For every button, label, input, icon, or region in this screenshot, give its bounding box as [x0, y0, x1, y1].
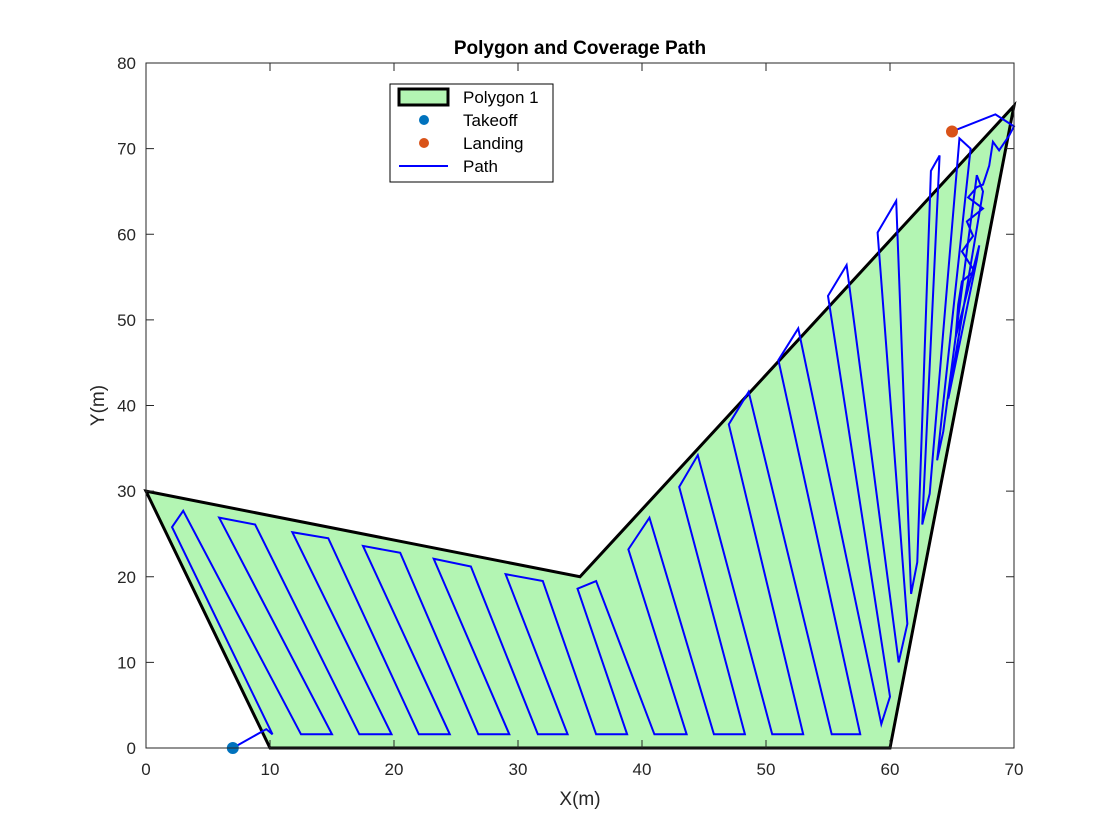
y-tick-label: 80	[117, 54, 136, 73]
x-axis-label: X(m)	[559, 789, 600, 810]
legend-entry: Landing	[419, 134, 524, 153]
y-tick-label: 50	[117, 311, 136, 330]
legend-label: Takeoff	[463, 111, 518, 130]
legend-landing-marker	[419, 138, 429, 148]
legend-label: Polygon 1	[463, 88, 539, 107]
coverage-path-line	[170, 113, 1016, 749]
x-tick-label: 10	[261, 760, 280, 779]
chart-title: Polygon and Coverage Path	[454, 38, 706, 59]
x-tick-label: 20	[385, 760, 404, 779]
legend-label: Landing	[463, 134, 524, 153]
x-tick-label: 0	[141, 760, 150, 779]
tick-layer: 0 10 20 30 40 50 60 70 0 10 20 30 40 50 60 70 80	[117, 54, 1023, 779]
x-tick-label: 60	[881, 760, 900, 779]
x-tick-label: 30	[509, 760, 528, 779]
plot-layer	[143, 100, 1017, 754]
y-tick-label: 70	[117, 140, 136, 159]
legend-entry: Path	[399, 157, 498, 176]
y-tick-label: 40	[117, 397, 136, 416]
legend-entry: Takeoff	[419, 111, 518, 130]
x-tick-label: 50	[757, 760, 776, 779]
legend-entry: Polygon 1	[397, 87, 539, 107]
y-tick-label: 20	[117, 568, 136, 587]
y-axis-label: Y(m)	[88, 385, 109, 426]
legend-polygon-swatch	[397, 87, 450, 107]
y-tick-label: 0	[127, 739, 136, 758]
legend-entries: Polygon 1 Takeoff Landing Path	[397, 87, 539, 176]
y-tick-label: 60	[117, 225, 136, 244]
y-tick-label: 30	[117, 482, 136, 501]
y-tick-label: 10	[117, 653, 136, 672]
x-tick-label: 40	[633, 760, 652, 779]
landing-point	[946, 125, 958, 138]
legend: Polygon 1 Takeoff Landing Path	[389, 83, 554, 183]
legend-takeoff-marker	[419, 115, 429, 125]
x-tick-label: 70	[1005, 760, 1024, 779]
legend-label: Path	[463, 157, 498, 176]
